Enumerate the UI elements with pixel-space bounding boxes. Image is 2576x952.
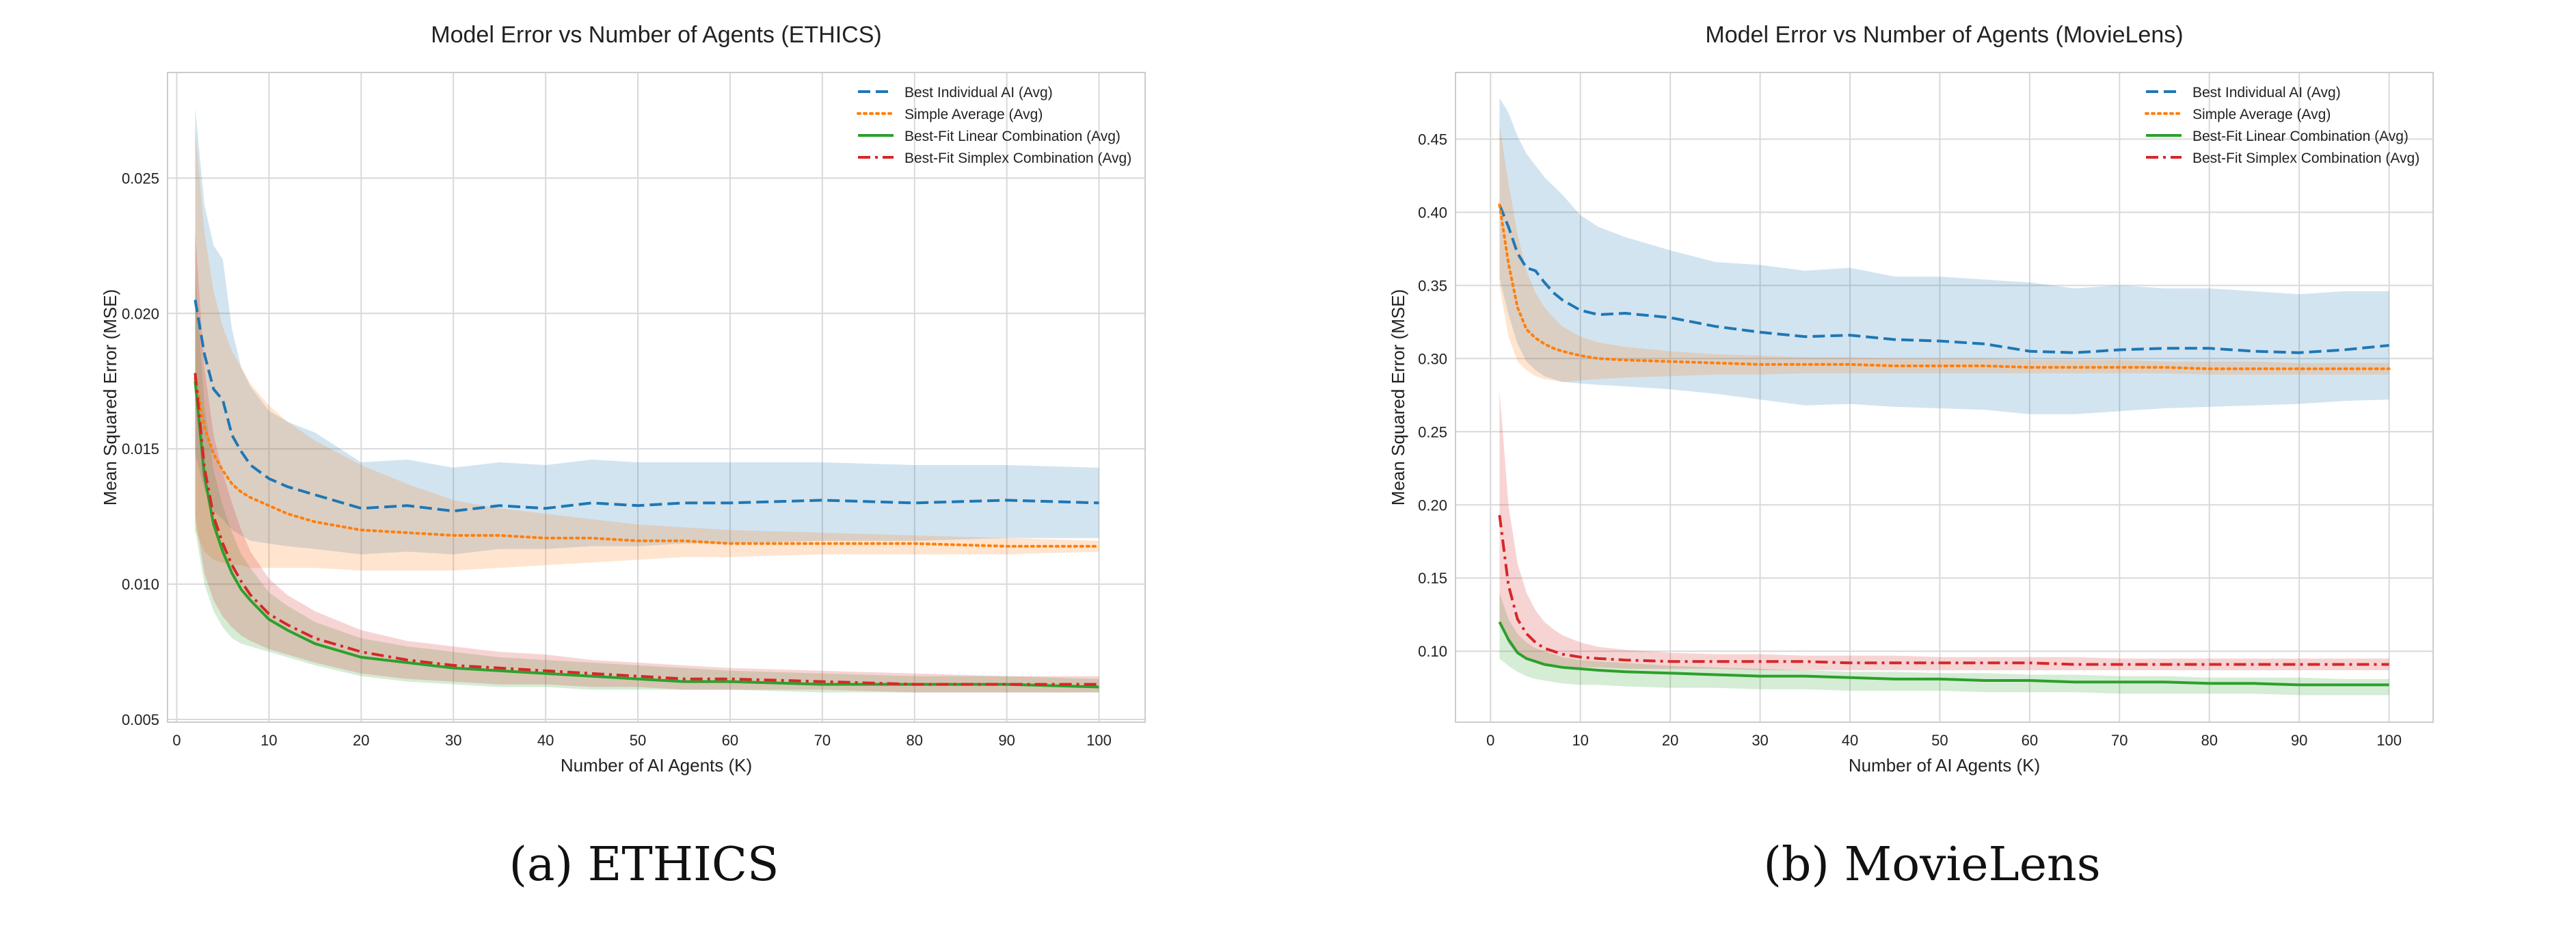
y-tick-label: 0.35 (1418, 277, 1447, 294)
legend-label-2: Best-Fit Linear Combination (Avg) (904, 129, 1121, 144)
x-tick-label: 10 (1572, 732, 1588, 749)
series-line-0 (193, 300, 1099, 513)
y-tick-label: 0.025 (122, 170, 159, 187)
x-tick-label: 100 (2376, 732, 2402, 749)
y-tick-label: 0.25 (1418, 423, 1447, 440)
chart-movielens: 0 10 20 30 40 50 60 70 80 90 100 0.10 0.15 0.20 0.25 0.… (1388, 22, 2434, 776)
y-axis-label: Mean Squared Error (MSE) (100, 289, 120, 505)
legend-label-2: Best-Fit Linear Combination (Avg) (2192, 129, 2409, 144)
y-tick-label: 0.005 (122, 711, 159, 728)
plot-frame (167, 72, 1146, 723)
legend: Best Individual AI (Avg) Simple Average (… (2145, 85, 2419, 166)
y-tick-label: 0.010 (122, 576, 159, 593)
legend-label-0: Best Individual AI (Avg) (2192, 85, 2341, 101)
x-tick-label: 60 (722, 732, 738, 749)
plot-area (167, 72, 1145, 722)
x-tick-label: 0 (1486, 732, 1494, 749)
y-tick-label: 0.15 (1418, 570, 1447, 587)
legend-label-0: Best Individual AI (Avg) (904, 85, 1053, 101)
chart-title: Model Error vs Number of Agents (ETHICS) (431, 22, 881, 48)
y-tick-label: 0.20 (1418, 497, 1447, 514)
chart-ethics: 0 10 20 30 40 50 60 70 80 90 100 0.005 0.010 0.015 0.0… (100, 22, 1146, 776)
y-tick-label: 0.020 (122, 305, 159, 322)
x-axis-label: Number of AI Agents (K) (1849, 755, 2040, 776)
x-tick-label: 50 (1931, 732, 1948, 749)
x-tick-label: 30 (445, 732, 461, 749)
caption-movielens: (b) MovieLens (1763, 838, 2101, 892)
confidence-band-1 (195, 129, 1099, 571)
x-tick-label: 20 (1662, 732, 1678, 749)
series-line-1 (1498, 203, 2391, 371)
confidence-band-0 (195, 107, 1099, 555)
legend-label-3: Best-Fit Simplex Combination (Avg) (2192, 150, 2419, 166)
x-tick-label: 40 (537, 732, 554, 749)
caption-ethics: (a) ETHICS (509, 838, 779, 892)
x-tick-label: 10 (260, 732, 277, 749)
y-tick-label: 0.40 (1418, 204, 1447, 221)
y-tick-label: 0.10 (1418, 643, 1447, 660)
confidence-band-2 (1499, 592, 2389, 696)
plot-area (1455, 72, 2433, 722)
chart-title: Model Error vs Number of Agents (MovieLe… (1705, 22, 2183, 48)
x-tick-label: 30 (1752, 732, 1768, 749)
plot-series (1498, 98, 2391, 696)
x-tick-label: 100 (1086, 732, 1112, 749)
confidence-band-3 (195, 232, 1099, 693)
y-tick-label: 0.45 (1418, 131, 1447, 148)
y-tick-label: 0.015 (122, 440, 159, 458)
x-tick-label: 70 (2111, 732, 2128, 749)
legend-label-3: Best-Fit Simplex Combination (Avg) (904, 150, 1131, 166)
x-tick-label: 60 (2022, 732, 2038, 749)
legend: Best Individual AI (Avg) Simple Average (… (857, 85, 1131, 166)
x-tick-label: 50 (630, 732, 646, 749)
plot-series (193, 107, 1101, 693)
series-line-2 (193, 381, 1099, 689)
y-axis-label: Mean Squared Error (MSE) (1388, 289, 1408, 505)
legend-label-1: Simple Average (Avg) (2192, 107, 2331, 122)
x-tick-label: 40 (1842, 732, 1858, 749)
chart-panel-movielens: 0 10 20 30 40 50 60 70 80 90 100 0.10 0.15 0.20 0.25 0.… (1288, 0, 2576, 952)
series-line-3 (1498, 514, 2389, 666)
x-tick-label: 80 (906, 732, 922, 749)
x-tick-label: 0 (172, 732, 180, 749)
confidence-band-2 (195, 272, 1099, 693)
confidence-band-0 (1499, 98, 2389, 414)
x-tick-label: 20 (353, 732, 369, 749)
x-tick-label: 70 (814, 732, 831, 749)
x-tick-label: 90 (2291, 732, 2307, 749)
plot-frame (1455, 72, 2434, 723)
legend-label-1: Simple Average (Avg) (904, 107, 1043, 122)
series-line-1 (193, 377, 1101, 548)
y-tick-label: 0.30 (1418, 350, 1447, 367)
series-line-3 (193, 373, 1099, 686)
x-tick-label: 90 (998, 732, 1015, 749)
series-line-0 (1498, 204, 2389, 354)
chart-panel-ethics: 0 10 20 30 40 50 60 70 80 90 100 0.005 0.010 0.015 0.0… (100, 22, 1146, 892)
series-line-2 (1498, 621, 2389, 687)
x-tick-label: 80 (2201, 732, 2217, 749)
x-axis-label: Number of AI Agents (K) (561, 755, 752, 776)
